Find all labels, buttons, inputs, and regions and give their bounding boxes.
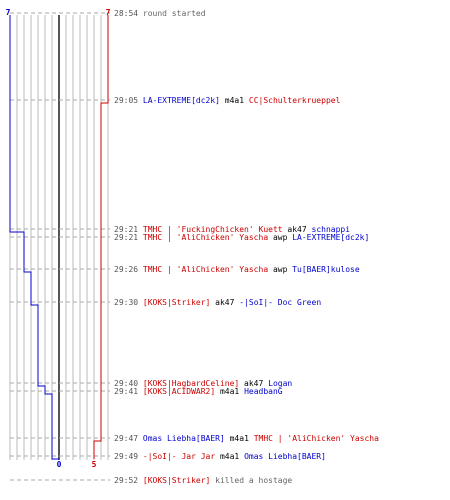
event-time: 29:26: [114, 265, 143, 274]
event-log: 28:54 round started 29:05 LA-EXTREME[dc2k…: [114, 9, 379, 485]
event-time: 29:52: [114, 476, 143, 485]
event-part: TMHC | 'AliChicken' Yascha: [254, 434, 379, 443]
event-part: m4a1: [225, 434, 254, 443]
event-part: round started: [143, 9, 206, 18]
blue-start-count: 7: [6, 8, 11, 17]
event-row: 29:21 TMHC | 'FuckingChicken' Kuett ak47…: [114, 225, 350, 234]
event-part: TMHC | 'FuckingChicken' Kuett: [143, 225, 283, 234]
event-part: schnappi: [312, 225, 351, 234]
event-guide-lines: [10, 12, 110, 481]
event-row: 29:30 [KOKS|Striker] ak47 -|SoI|- Doc Gr…: [114, 298, 321, 307]
event-part: HeadbanG: [244, 387, 283, 396]
red-team-alive-line: [93, 15, 109, 459]
blue-end-count: 0: [57, 460, 62, 469]
event-part: ak47: [210, 298, 239, 307]
event-row: 29:49 -|SoI|- Jar Jar m4a1 Omas Liebha[B…: [114, 452, 326, 461]
event-time: 29:05: [114, 96, 143, 105]
event-time: 29:41: [114, 387, 143, 396]
event-part: CC|Schulterkrueppel: [249, 96, 341, 105]
event-part: [KOKS|HagbardCeline]: [143, 379, 239, 388]
event-part: TMHC | 'AliChicken' Yascha: [143, 265, 268, 274]
event-part: awp: [268, 265, 292, 274]
red-start-count: 7: [106, 8, 111, 17]
event-part: LA-EXTREME[dc2k]: [292, 233, 369, 242]
event-row: 29:26 TMHC | 'AliChicken' Yascha awp Tu[…: [114, 265, 360, 274]
event-part: Logan: [268, 379, 292, 388]
event-part: Omas Liebha[BAER]: [143, 434, 225, 443]
event-row: 29:52 [KOKS|Striker] killed a hostage: [114, 476, 292, 485]
event-time: 29:49: [114, 452, 143, 461]
event-part: [KOKS|Striker]: [143, 298, 210, 307]
event-row: 28:54 round started: [114, 9, 206, 18]
event-row: 29:47 Omas Liebha[BAER] m4a1 TMHC | 'Ali…: [114, 434, 379, 443]
event-part: m4a1: [215, 452, 244, 461]
event-part: ak47: [239, 379, 268, 388]
event-part: LA-EXTREME[dc2k]: [143, 96, 220, 105]
event-part: [KOKS|ACIDWAR2]: [143, 387, 215, 396]
event-part: -|SoI|- Doc Green: [239, 298, 321, 307]
event-time: 29:21: [114, 225, 143, 234]
red-end-count: 5: [92, 460, 97, 469]
event-row: 29:41 [KOKS|ACIDWAR2] m4a1 HeadbanG: [114, 387, 283, 396]
event-time: 29:47: [114, 434, 143, 443]
event-row: 29:05 LA-EXTREME[dc2k] m4a1 CC|Schulterk…: [114, 96, 341, 105]
event-time: 29:30: [114, 298, 143, 307]
event-time: 28:54: [114, 9, 143, 18]
event-part: -|SoI|- Jar Jar: [143, 452, 215, 461]
event-part: killed a hostage: [210, 476, 292, 485]
event-part: m4a1: [220, 96, 249, 105]
event-row: 29:21 TMHC | 'AliChicken' Yascha awp LA-…: [114, 233, 369, 242]
event-part: [KOKS|Striker]: [143, 476, 210, 485]
event-row: 29:40 [KOKS|HagbardCeline] ak47 Logan: [114, 379, 292, 388]
blue-team-alive-line: [9, 15, 59, 460]
event-time: 29:21: [114, 233, 143, 242]
event-part: Tu[BAER]kulose: [292, 265, 360, 274]
event-part: TMHC | 'AliChicken' Yascha: [143, 233, 268, 242]
event-part: awp: [268, 233, 292, 242]
event-part: Omas Liebha[BAER]: [244, 452, 326, 461]
event-time: 29:40: [114, 379, 143, 388]
event-part: ak47: [283, 225, 312, 234]
event-part: m4a1: [215, 387, 244, 396]
